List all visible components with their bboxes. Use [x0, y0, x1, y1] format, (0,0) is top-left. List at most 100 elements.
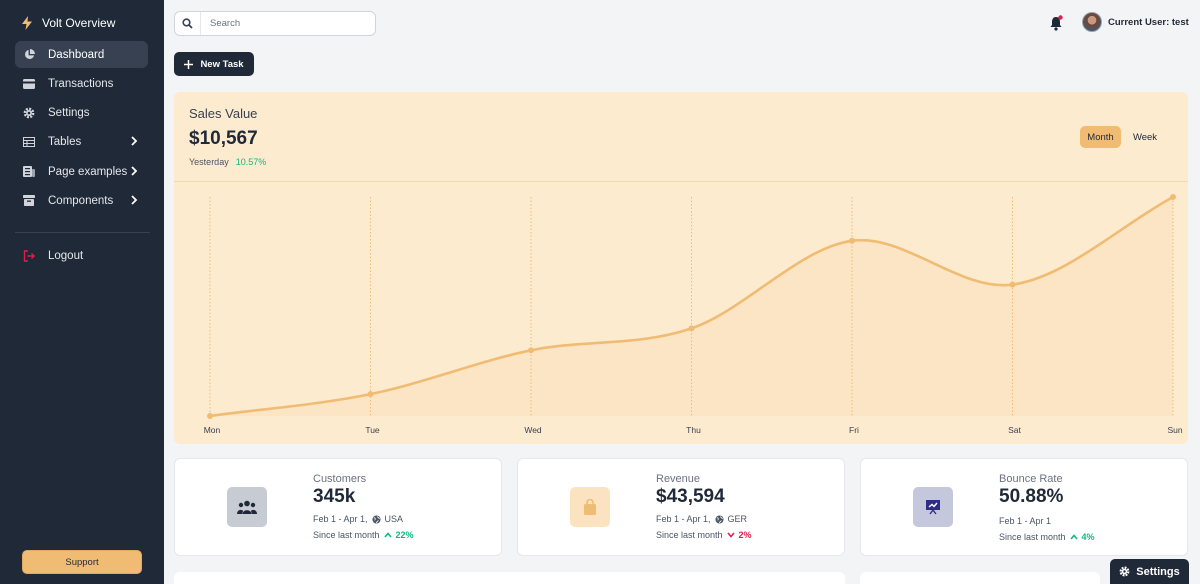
bottom-card	[174, 572, 845, 584]
search-bar	[174, 11, 376, 36]
sidebar-item-label: Settings	[48, 106, 90, 119]
stat-value: 50.88%	[999, 486, 1064, 507]
sidebar-item-page-examples[interactable]: Page examples	[15, 158, 148, 185]
stat-range-text: Feb 1 - Apr 1,	[656, 514, 711, 524]
current-user-label: Current User: test	[1108, 16, 1189, 28]
user-menu[interactable]: Current User: test	[1082, 12, 1189, 32]
stat-since: Since last month 4%	[999, 532, 1095, 542]
stat-since: Since last month 2%	[656, 530, 752, 540]
sales-line-chart: Mon Tue Wed Thu Fri Sat Sun	[204, 194, 1183, 435]
x-tick-label: Fri	[849, 425, 859, 435]
sidebar-item-transactions[interactable]: Transactions	[15, 70, 148, 97]
stat-label: Revenue	[656, 473, 701, 485]
x-tick-label: Tue	[365, 425, 380, 435]
avatar	[1082, 12, 1102, 32]
sales-value-card: Mon Tue Wed Thu Fri Sat Sun Sales Value $10,56…	[174, 92, 1188, 444]
newspaper-icon	[23, 166, 35, 178]
table-icon	[23, 136, 35, 148]
data-point-sat	[1009, 281, 1016, 288]
sidebar-item-components[interactable]: Components	[15, 187, 148, 214]
month-toggle-button[interactable]: Month	[1080, 126, 1121, 148]
stat-range: Feb 1 - Apr 1, USA	[313, 514, 403, 524]
card-divider	[174, 181, 1188, 182]
users-icon	[227, 487, 267, 527]
stat-change: 2%	[738, 530, 752, 540]
data-point-wed	[528, 347, 534, 354]
stat-label: Customers	[313, 473, 367, 485]
archive-icon	[23, 195, 35, 207]
stat-value: 345k	[313, 486, 356, 507]
logout-icon	[23, 249, 35, 262]
sidebar-item-tables[interactable]: Tables	[15, 128, 148, 155]
bounce-rate-card: Bounce Rate 50.88% Feb 1 - Apr 1 Since l…	[860, 458, 1188, 556]
support-button[interactable]: Support	[22, 550, 142, 574]
bottom-card	[860, 572, 1100, 584]
sidebar-item-logout[interactable]: Logout	[15, 242, 148, 269]
sidebar-divider	[15, 232, 150, 233]
chart-pie-icon	[23, 49, 35, 61]
customers-card: Customers 345k Feb 1 - Apr 1, USA Since …	[174, 458, 502, 556]
search-input[interactable]	[210, 12, 370, 35]
since-label: Since last month	[999, 532, 1066, 542]
globe-icon	[714, 514, 724, 524]
stat-value: $43,594	[656, 486, 725, 507]
settings-floating-button[interactable]: Settings	[1110, 559, 1189, 584]
globe-icon	[371, 514, 381, 524]
since-label: Since last month	[656, 530, 723, 540]
x-tick-label: Wed	[524, 425, 542, 435]
sales-yesterday: Yesterday 10.57%	[189, 157, 266, 167]
sidebar-item-label: Components	[48, 194, 114, 207]
sidebar-item-settings[interactable]: Settings	[15, 99, 148, 126]
plus-icon	[184, 59, 194, 69]
lightning-icon	[22, 16, 32, 30]
sales-value: $10,567	[189, 128, 258, 149]
sales-change: 10.57%	[235, 157, 267, 167]
gear-icon	[1119, 566, 1130, 577]
data-point-sun	[1170, 194, 1176, 200]
data-point-mon	[207, 413, 213, 419]
settings-label: Settings	[1136, 565, 1180, 578]
stat-region: GER	[727, 514, 748, 524]
chevron-right-icon	[131, 195, 138, 205]
x-tick-label: Thu	[686, 425, 701, 435]
chevron-right-icon	[131, 136, 138, 146]
stat-range: Feb 1 - Apr 1, GER	[656, 514, 747, 524]
week-toggle-button[interactable]: Week	[1132, 131, 1158, 143]
since-label: Since last month	[313, 530, 380, 540]
sidebar-item-dashboard[interactable]: Dashboard	[15, 41, 148, 68]
sidebar-item-label: Logout	[48, 249, 84, 262]
sales-title: Sales Value	[189, 106, 258, 121]
stat-region: USA	[384, 514, 404, 524]
stat-range: Feb 1 - Apr 1	[999, 516, 1051, 526]
data-point-fri	[849, 237, 855, 244]
x-tick-label: Mon	[204, 425, 221, 435]
new-task-button[interactable]: New Task	[174, 52, 254, 76]
x-tick-label: Sun	[1167, 425, 1182, 435]
search-icon	[175, 12, 201, 35]
x-tick-label: Sat	[1008, 425, 1021, 435]
bell-icon[interactable]	[1049, 15, 1063, 31]
chevron-right-icon	[131, 166, 138, 176]
chevron-up-icon	[383, 532, 392, 538]
data-point-thu	[688, 325, 695, 332]
sidebar-item-label: Tables	[48, 135, 82, 148]
stat-label: Bounce Rate	[999, 473, 1063, 485]
data-point-tue	[367, 391, 374, 398]
chevron-up-icon	[1069, 534, 1078, 540]
revenue-card: Revenue $43,594 Feb 1 - Apr 1, GER Since…	[517, 458, 845, 556]
brand[interactable]: Volt Overview	[22, 16, 115, 30]
sidebar-item-label: Dashboard	[48, 48, 105, 61]
credit-card-icon	[23, 78, 35, 90]
sidebar-item-label: Page examples	[48, 165, 128, 178]
stat-range-text: Feb 1 - Apr 1	[999, 516, 1052, 526]
sidebar: Volt Overview Dashboard Transactions Set…	[0, 0, 164, 584]
stat-change: 4%	[1081, 532, 1095, 542]
shopping-bag-icon	[570, 487, 610, 527]
stat-range-text: Feb 1 - Apr 1,	[313, 514, 368, 524]
sidebar-item-label: Transactions	[48, 77, 114, 90]
stat-change: 22%	[395, 530, 414, 540]
new-task-label: New Task	[200, 58, 244, 70]
presentation-chart-icon	[913, 487, 953, 527]
yesterday-label: Yesterday	[189, 157, 229, 167]
brand-name: Volt Overview	[42, 16, 116, 30]
